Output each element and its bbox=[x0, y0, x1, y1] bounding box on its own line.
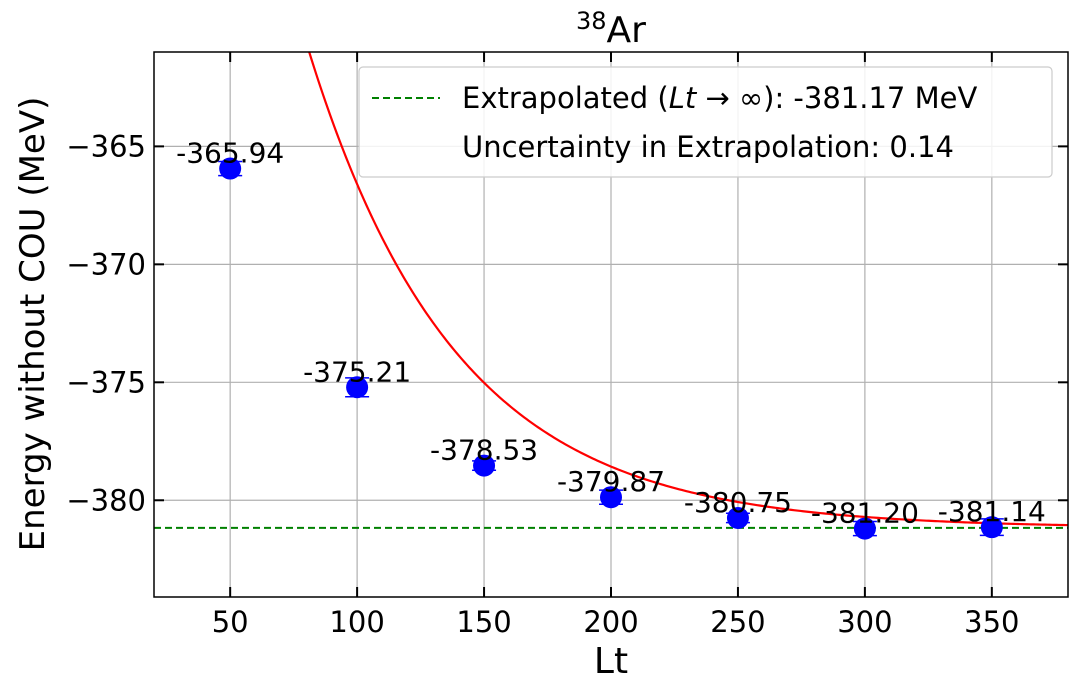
y-axis-label: Energy without COU (MeV) bbox=[13, 97, 53, 552]
data-point bbox=[726, 506, 749, 529]
data-point bbox=[346, 376, 369, 399]
data-point bbox=[219, 157, 242, 180]
data-label: -381.20 bbox=[811, 497, 919, 530]
fit-curve bbox=[308, 52, 1068, 527]
legend-uncertainty-label: Uncertainty in Extrapolation: 0.14 bbox=[462, 130, 954, 164]
ticks: 50 100 150 200 250 300 350 −365 −370 −375 −380 bbox=[66, 52, 1068, 639]
x-tick-label: 150 bbox=[456, 605, 511, 639]
data-point bbox=[600, 486, 622, 509]
x-tick-label: 350 bbox=[964, 605, 1019, 639]
y-tick-label: −365 bbox=[66, 129, 146, 163]
points-layer bbox=[218, 157, 1004, 540]
x-tick-label: 250 bbox=[710, 605, 765, 639]
y-tick-label: −375 bbox=[66, 365, 146, 399]
data-label: -379.87 bbox=[557, 465, 665, 498]
data-label: -378.53 bbox=[430, 434, 538, 467]
data-point bbox=[473, 454, 496, 477]
x-axis-label: Lt bbox=[594, 641, 628, 682]
y-tick-label: −370 bbox=[66, 247, 146, 281]
data-label: -380.75 bbox=[684, 486, 792, 519]
chart-title: 38Ar bbox=[576, 7, 646, 51]
legend-extrapolated-label: Extrapolated (Lt → ∞): -381.17 MeV bbox=[462, 81, 977, 115]
x-tick-label: 50 bbox=[212, 605, 249, 639]
data-label: -365.94 bbox=[176, 137, 284, 170]
legend-box bbox=[358, 66, 1053, 178]
labels-layer: -365.94 -375.21 -378.53 -379.87 -380.75 -381.… bbox=[176, 137, 1046, 530]
x-tick-label: 100 bbox=[329, 605, 384, 639]
fit-layer bbox=[154, 52, 1068, 529]
legend: Extrapolated (Lt → ∞): -381.17 MeV Uncer… bbox=[358, 66, 1053, 178]
title-superscript: 38 bbox=[576, 7, 607, 35]
title-base: Ar bbox=[607, 10, 647, 51]
data-label: -375.21 bbox=[303, 355, 411, 388]
data-label: -381.14 bbox=[938, 495, 1046, 528]
x-tick-label: 300 bbox=[837, 605, 892, 639]
x-tick-label: 200 bbox=[583, 605, 638, 639]
data-point bbox=[980, 516, 1003, 539]
y-tick-label: −380 bbox=[66, 483, 146, 517]
data-point bbox=[853, 517, 876, 540]
